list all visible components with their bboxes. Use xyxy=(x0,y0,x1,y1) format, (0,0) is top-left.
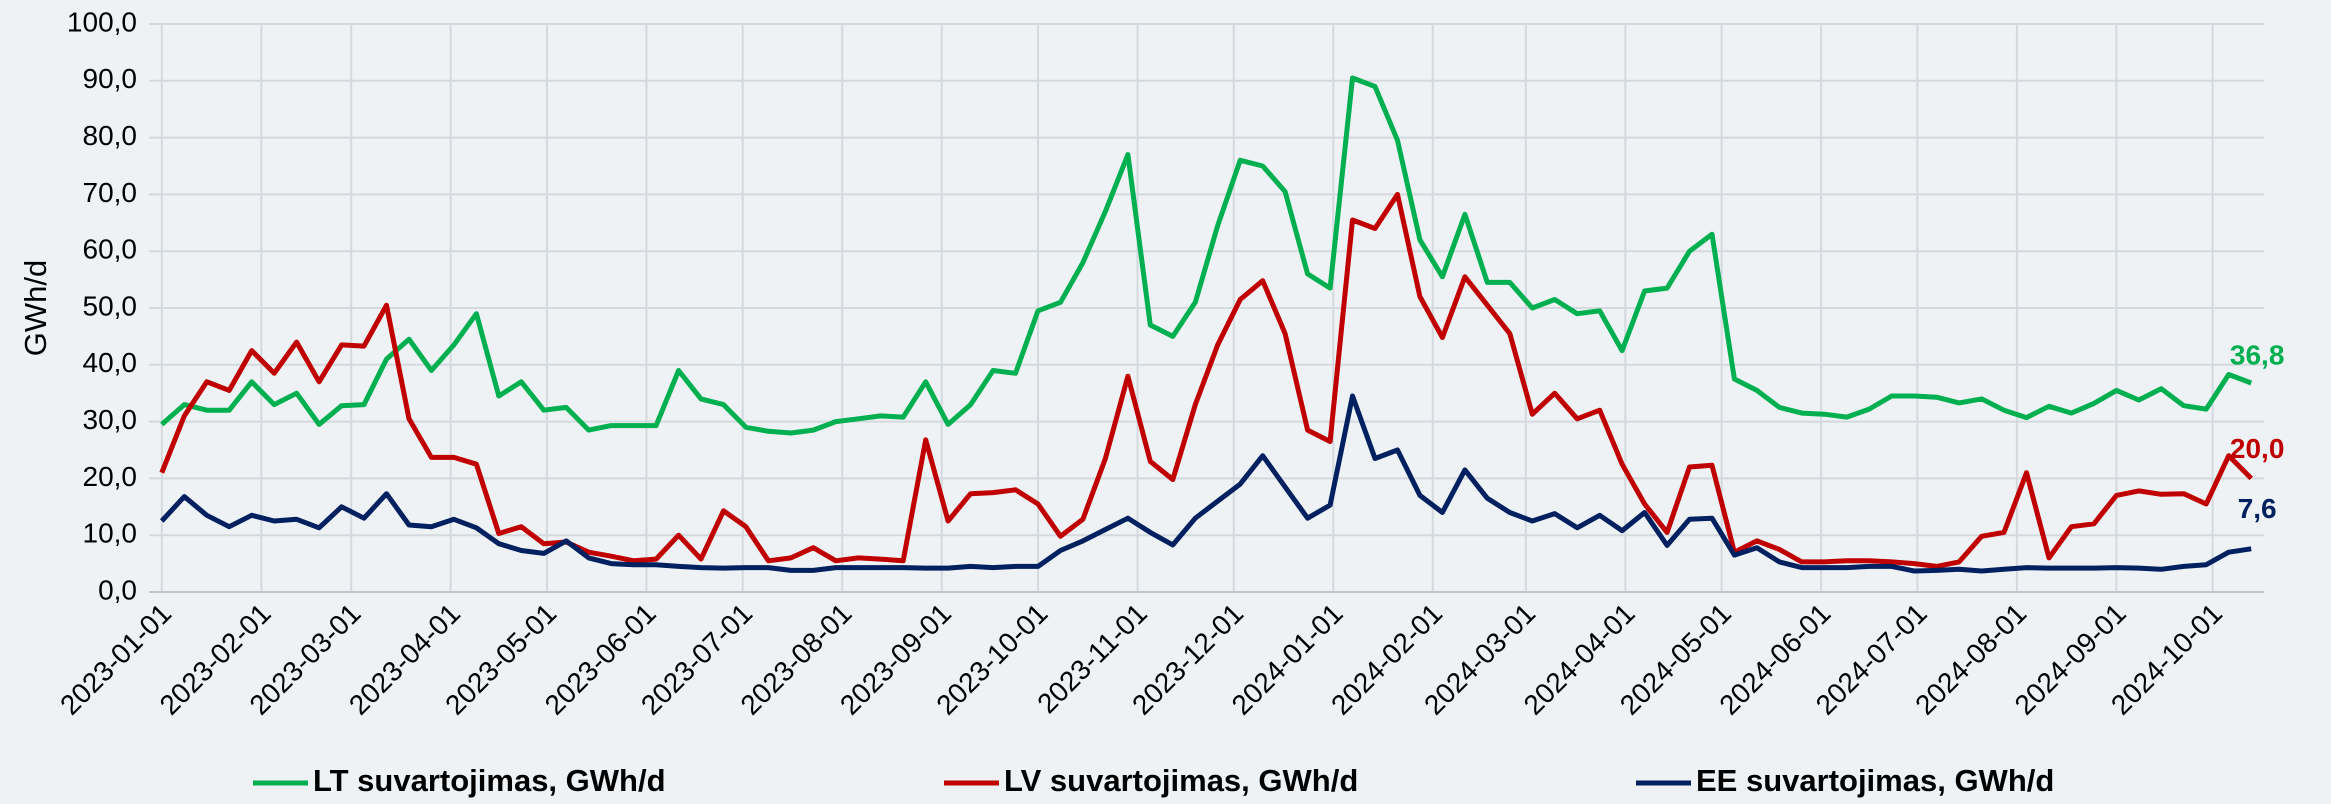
y-tick-label: 90,0 xyxy=(83,63,138,94)
series-line xyxy=(159,393,2252,574)
y-tick-label: 0,0 xyxy=(98,574,137,605)
legend-label: LV suvartojimas, GWh/d xyxy=(1004,763,1358,798)
series-line xyxy=(160,75,2253,436)
y-axis-label: GWh/d xyxy=(18,260,53,356)
legend-label: EE suvartojimas, GWh/d xyxy=(1696,763,2054,798)
y-tick-label: 20,0 xyxy=(83,461,138,492)
legend-label: LT suvartojimas, GWh/d xyxy=(313,763,666,798)
y-tick-label: 50,0 xyxy=(83,290,138,321)
y-tick-label: 10,0 xyxy=(83,518,138,549)
y-tick-label: 100,0 xyxy=(67,6,137,37)
y-tick-label: 40,0 xyxy=(83,347,138,378)
y-tick-label: 70,0 xyxy=(83,177,138,208)
y-tick-label: 60,0 xyxy=(83,234,138,265)
y-tick-label: 80,0 xyxy=(83,120,138,151)
data-label: 7,6 xyxy=(2238,493,2277,524)
data-label: 36,8 xyxy=(2230,339,2285,370)
series-line xyxy=(159,191,2253,569)
y-tick-label: 30,0 xyxy=(83,404,138,435)
data-label: 20,0 xyxy=(2230,433,2285,464)
